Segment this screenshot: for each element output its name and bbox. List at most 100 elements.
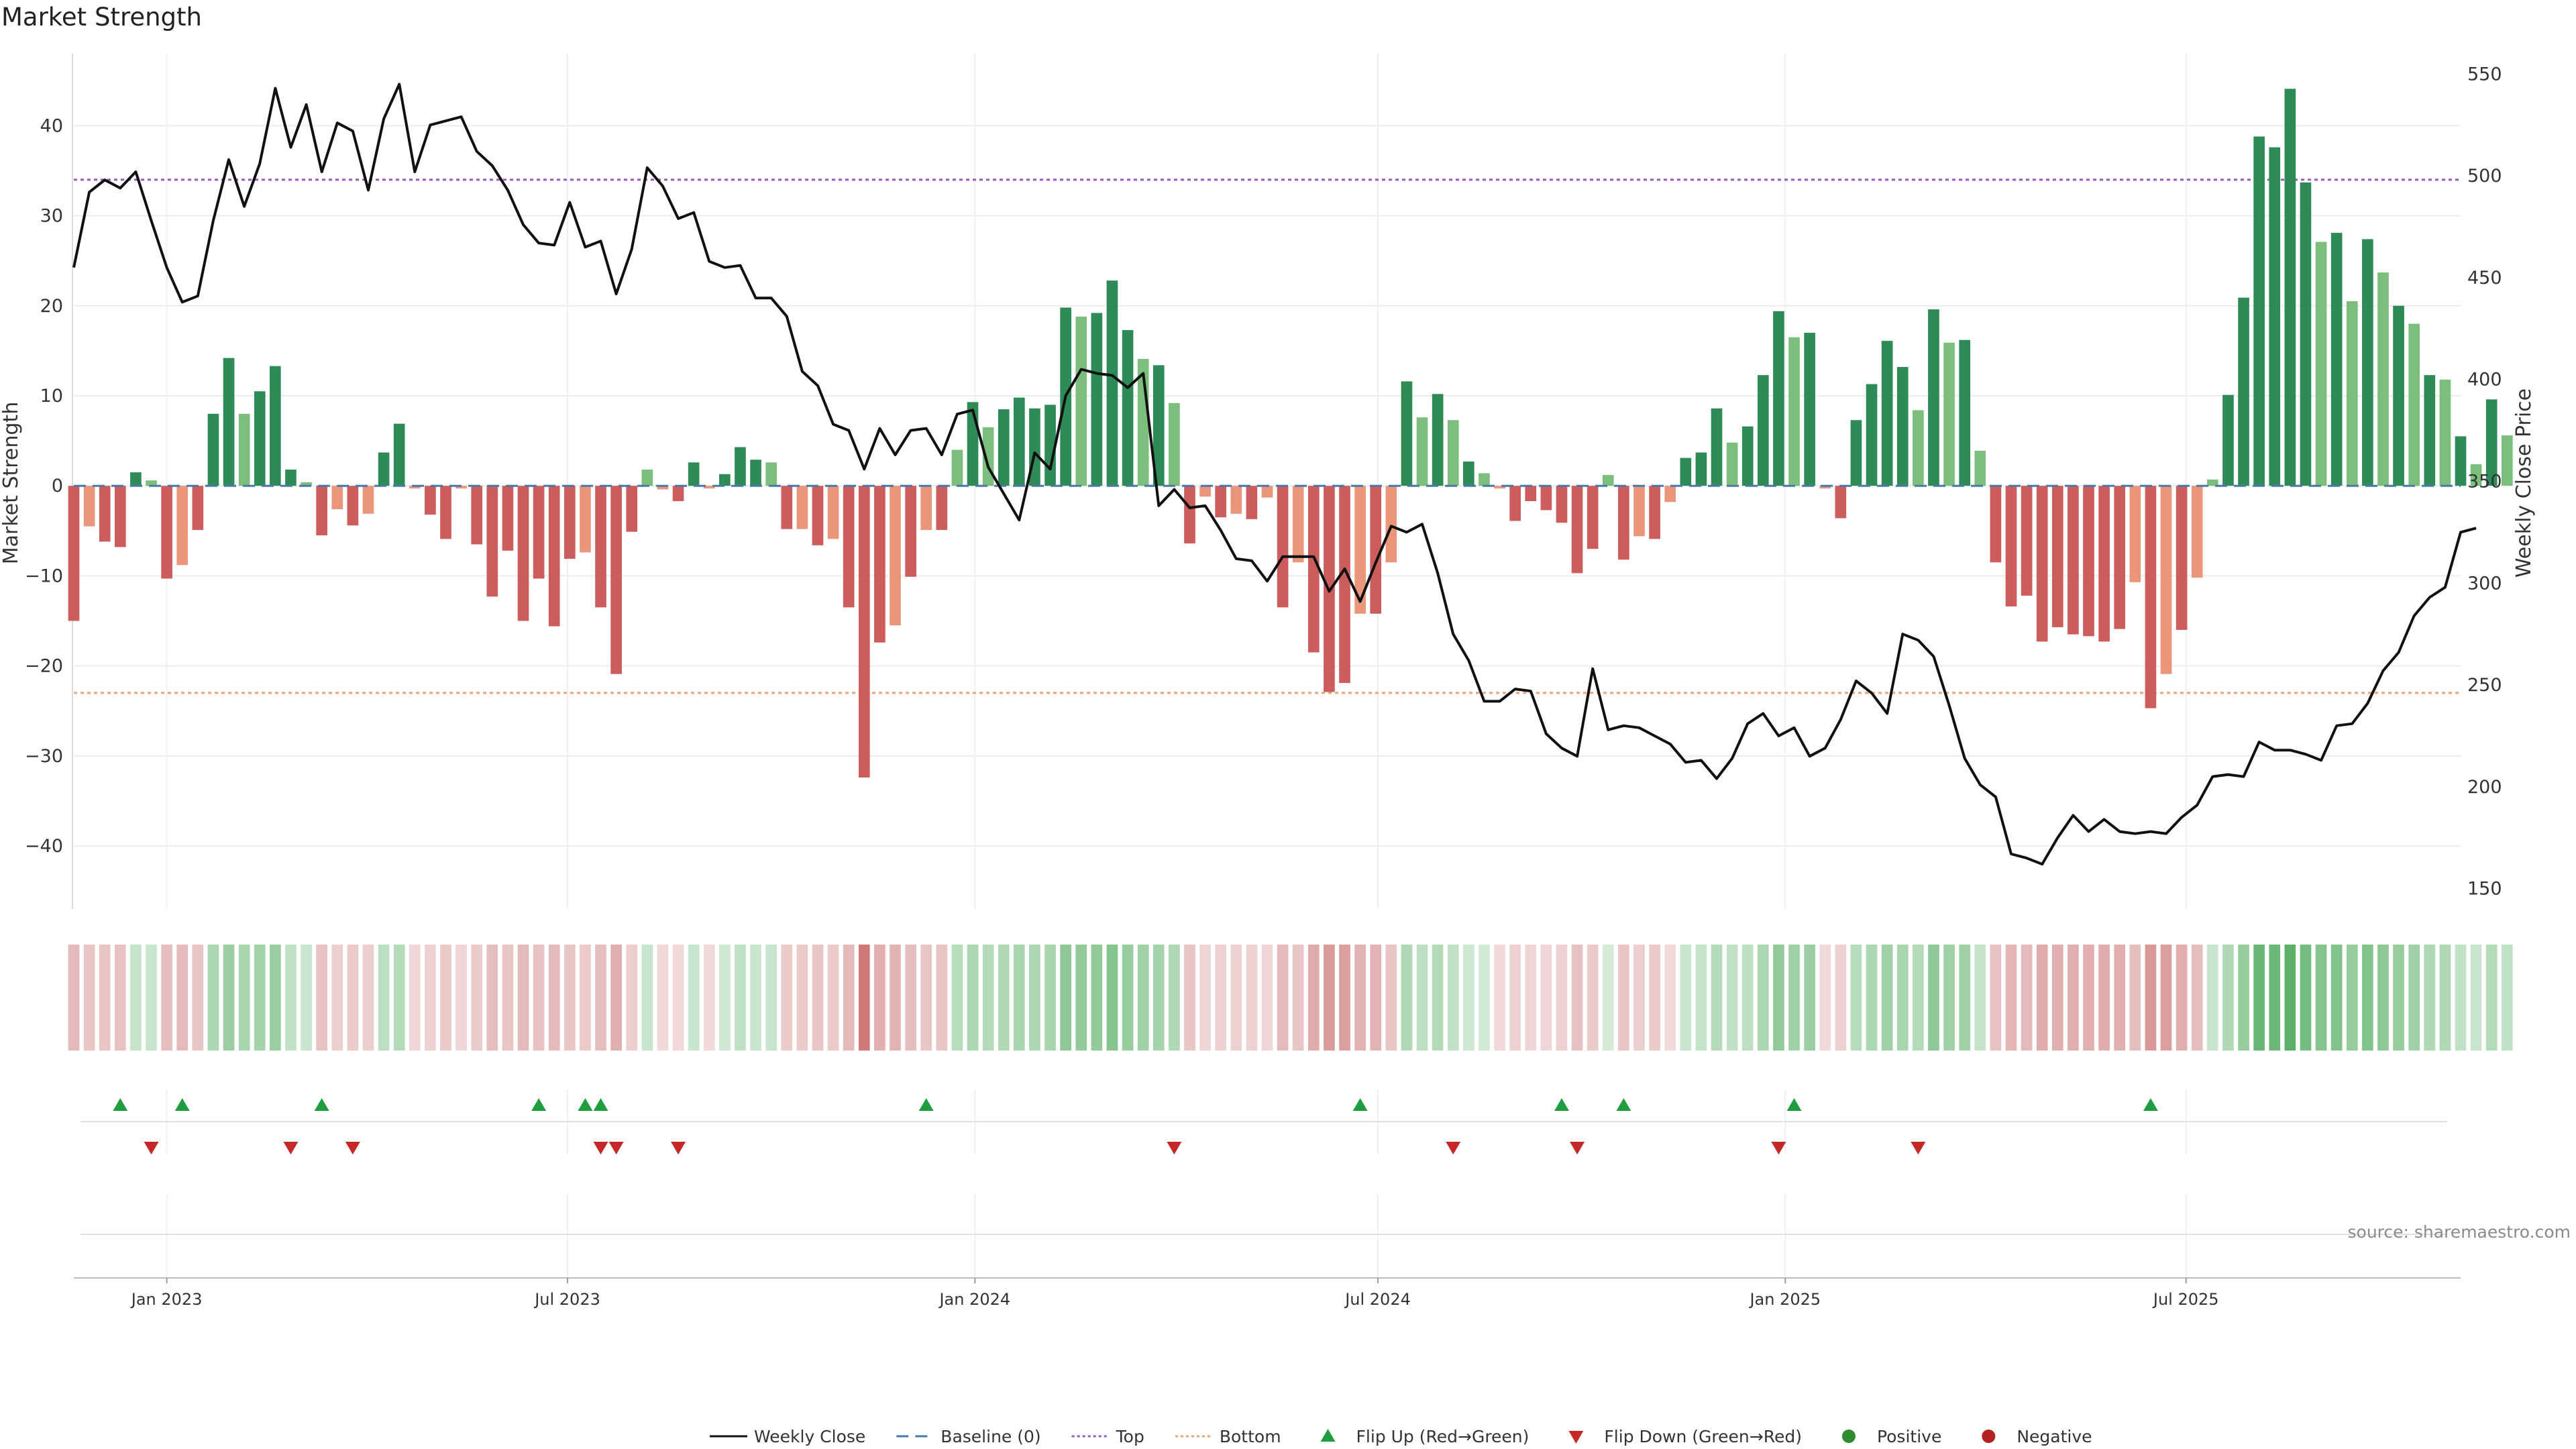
strength-bar [641, 470, 653, 486]
strength-bar [1896, 367, 1909, 486]
heat-cell [2300, 945, 2312, 1051]
heat-cell [176, 945, 189, 1051]
strength-bar [130, 472, 142, 486]
heat-cell [548, 945, 560, 1051]
heat-cell [982, 945, 994, 1051]
strength-bar [1711, 408, 1723, 486]
flip-down-marker [1771, 1142, 1786, 1155]
flip-up-marker [593, 1098, 608, 1111]
strength-bar [703, 486, 715, 489]
strength-bar [2439, 379, 2451, 486]
circle-icon [1841, 1430, 1856, 1443]
strength-bar [2501, 435, 2513, 486]
strength-bar [1184, 486, 1195, 544]
heat-cell [455, 945, 467, 1051]
strength-bar [1695, 452, 1707, 486]
strength-bar [207, 413, 219, 486]
strength-bar [2485, 399, 2498, 486]
strength-bar [1307, 486, 1320, 653]
strength-bar [610, 486, 622, 674]
right-axis-title: Weekly Close Price [2512, 388, 2536, 578]
strength-bar [2207, 479, 2218, 486]
heat-cell [1974, 945, 1986, 1051]
heat-cell [1199, 945, 1211, 1051]
right-tick-label: 400 [2467, 370, 2502, 390]
strength-bar [827, 486, 839, 539]
strength-bar [2160, 486, 2172, 674]
heat-cell [1184, 945, 1195, 1051]
strength-bar [2315, 241, 2327, 486]
heat-cell [1169, 945, 1180, 1051]
weekly-close-line [72, 83, 2477, 866]
heat-cell [1246, 945, 1258, 1051]
heat-cell [1029, 945, 1040, 1051]
strength-bar [672, 486, 684, 502]
heat-cell [1664, 945, 1676, 1051]
strength-bar [331, 486, 343, 510]
heat-cell [2036, 945, 2048, 1051]
date-tick-label: Jul 2025 [2152, 1290, 2219, 1309]
heat-cell [1385, 945, 1397, 1051]
heat-cell [1571, 945, 1583, 1051]
strength-bar [316, 486, 327, 536]
left-tick-label: −40 [25, 836, 63, 857]
heat-cell [1215, 945, 1227, 1051]
strength-bar [347, 486, 359, 526]
strength-bar [1649, 486, 1660, 539]
legend-item: Bottom [1175, 1427, 1281, 1446]
heat-cell [1509, 945, 1521, 1051]
heat-cell [223, 945, 235, 1051]
left-tick-label: −20 [25, 656, 63, 677]
strength-bar [378, 452, 390, 486]
strength-bar [750, 460, 761, 486]
strength-bar [1680, 458, 1692, 486]
heat-cell [331, 945, 343, 1051]
flip-up-marker [531, 1098, 547, 1111]
legend-item: Positive [1841, 1427, 1941, 1446]
strength-bar [425, 486, 436, 515]
strength-bar [533, 486, 545, 579]
strength-bar [1741, 426, 1754, 486]
legend-triangle-down [1568, 1431, 1584, 1444]
heat-cell [1075, 945, 1087, 1051]
heat-cell [936, 945, 948, 1051]
strength-bar [2330, 233, 2343, 486]
heat-cell [874, 945, 885, 1051]
legend-triangle-up [1320, 1429, 1336, 1442]
strength-bar [1292, 486, 1304, 563]
strength-bar [1835, 486, 1847, 519]
left-y-axis: −40 −30 −20 −10 0 10 20 30 40 [25, 115, 63, 857]
strength-bar [455, 486, 467, 489]
strength-bar [2068, 486, 2079, 635]
heat-cell [362, 945, 374, 1051]
heat-cell [2470, 945, 2482, 1051]
flip-down-marker [608, 1142, 624, 1155]
heat-cell [2377, 945, 2389, 1051]
legend-label: Baseline (0) [941, 1427, 1040, 1446]
strength-bar [223, 358, 235, 486]
strength-bar [1990, 486, 2002, 563]
heat-cell [781, 945, 793, 1051]
strength-bar [517, 486, 529, 621]
legend-label: Flip Down (Green→Red) [1604, 1427, 1802, 1446]
chart-title: Market Strength [1, 3, 202, 32]
heat-cell [2129, 945, 2141, 1051]
heat-cell [1370, 945, 1382, 1051]
heat-cell [1556, 945, 1568, 1051]
heat-cell [719, 945, 731, 1051]
flip-down-marker [1446, 1142, 1461, 1155]
strength-bar [1494, 486, 1505, 489]
strength-bar [548, 486, 560, 627]
heat-cell [1525, 945, 1537, 1051]
flip-down-marker [1570, 1142, 1585, 1155]
heat-cell [1757, 945, 1769, 1051]
heat-cell [2051, 945, 2063, 1051]
strength-bar [176, 486, 189, 566]
strength-bar [270, 366, 281, 486]
heat-cell [486, 945, 498, 1051]
heat-cell [425, 945, 436, 1051]
strength-bar [99, 486, 111, 542]
date-tick-label: Jan 2024 [938, 1290, 1010, 1309]
heat-cell [951, 945, 963, 1051]
